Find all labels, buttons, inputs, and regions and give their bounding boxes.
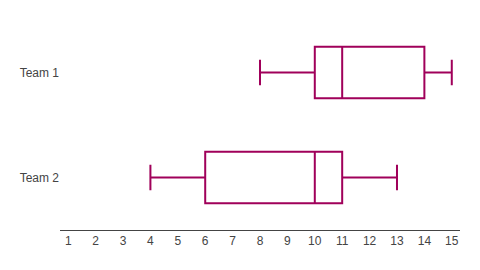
svg-text:Team 2: Team 2 [20,171,60,185]
svg-text:12: 12 [363,234,377,248]
svg-text:Team 1: Team 1 [20,66,60,80]
svg-text:5: 5 [174,234,181,248]
svg-text:2: 2 [92,234,99,248]
svg-text:9: 9 [284,234,291,248]
svg-text:1: 1 [65,234,72,248]
svg-text:8: 8 [257,234,264,248]
svg-text:6: 6 [202,234,209,248]
svg-text:14: 14 [418,234,432,248]
svg-text:10: 10 [308,234,322,248]
svg-text:7: 7 [229,234,236,248]
svg-text:3: 3 [120,234,127,248]
svg-text:4: 4 [147,234,154,248]
svg-text:13: 13 [390,234,404,248]
svg-text:11: 11 [336,234,349,248]
svg-text:15: 15 [445,234,459,248]
